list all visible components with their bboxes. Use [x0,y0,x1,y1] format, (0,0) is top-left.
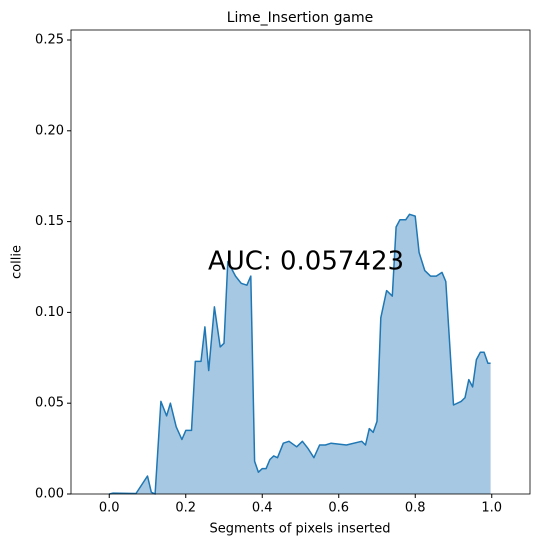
line [109,213,491,495]
y-axis-label: collie [10,245,25,279]
x-tick-label: 1.0 [481,501,502,516]
x-tick-label: 0.0 [99,501,120,516]
chart-title: Lime_Insertion game [227,10,374,26]
x-tick-label: 0.8 [405,501,426,516]
y-tick-label: 0.05 [35,396,64,411]
annotation: AUC: 0.057423 [208,247,404,277]
y-tick-label: 0.10 [35,305,64,320]
x-tick-label: 0.4 [252,501,273,516]
y-tick-label: 0.20 [35,123,64,138]
y-tick-label: 0.15 [35,214,64,229]
x-tick-label: 0.2 [175,501,196,516]
area [109,214,491,495]
x-tick-label: 0.6 [328,501,349,516]
y-tick-label: 0.25 [35,32,64,47]
plot-frame [70,29,531,495]
y-tick-label: 0.00 [35,487,64,502]
x-axis-label: Segments of pixels inserted [209,522,390,537]
